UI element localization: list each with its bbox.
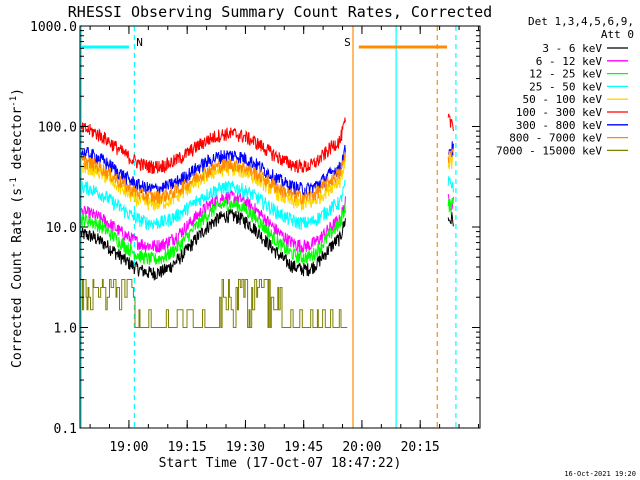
flag-label-s: S [344, 36, 351, 49]
legend-entry-label: 50 - 100 keV [523, 93, 603, 106]
y-label-main: Corrected Count Rate (s [10, 188, 25, 368]
y-label-sup2: -1 [9, 96, 19, 107]
legend-entry-label: 3 - 6 keV [542, 42, 602, 55]
y-label-mid: detector [10, 107, 25, 178]
legend-entry-label: 6 - 12 keV [536, 55, 603, 68]
series-line [80, 176, 454, 231]
legend-entry-label: 7000 - 15000 keV [496, 144, 602, 157]
y-label-end: ) [10, 88, 25, 96]
legend-entry-label: 800 - 7000 keV [509, 132, 602, 145]
x-tick-label: 19:30 [226, 440, 265, 455]
x-tick-label: 19:00 [109, 440, 148, 455]
y-tick-label: 1000.0 [30, 20, 77, 35]
x-axis: 19:00 19:15 19:30 19:45 20:00 20:15 [89, 26, 479, 455]
legend-entry-label: 100 - 300 keV [516, 106, 602, 119]
x-tick-label: 20:15 [401, 440, 440, 455]
chart-title: RHESSI Observing Summary Count Rates, Co… [68, 3, 492, 21]
x-tick-label: 19:45 [284, 440, 323, 455]
x-tick-label: 19:15 [168, 440, 207, 455]
footer-timestamp: 16-Oct-2021 19:20 [564, 470, 636, 478]
legend-header-2: Att 0 [601, 28, 634, 41]
legend-header-1: Det 1,3,4,5,6,9, [528, 15, 634, 28]
series-line [80, 148, 454, 206]
y-tick-label: 1.0 [54, 322, 77, 337]
series-line [80, 198, 454, 265]
y-tick-label: 100.0 [38, 121, 77, 136]
series-line [80, 209, 454, 281]
legend-entry-label: 25 - 50 keV [529, 80, 602, 93]
legend-entry-label: 300 - 800 keV [516, 119, 602, 132]
flag-label-n: N [136, 36, 143, 49]
x-tick-label: 20:00 [342, 440, 381, 455]
x-axis-label: Start Time (17-Oct-07 18:47:22) [159, 456, 402, 471]
y-axis: 1000.0 100.0 10.0 1.0 0.1 [30, 20, 480, 437]
y-tick-label: 0.1 [54, 422, 77, 437]
y-tick-label: 10.0 [46, 221, 77, 236]
series-line [80, 113, 454, 175]
y-label-sup1: -1 [9, 177, 19, 188]
legend-entry-label: 12 - 25 keV [529, 68, 602, 81]
series-line [81, 279, 348, 328]
y-axis-label: Corrected Count Rate (s-1 detector-1) [9, 88, 25, 368]
